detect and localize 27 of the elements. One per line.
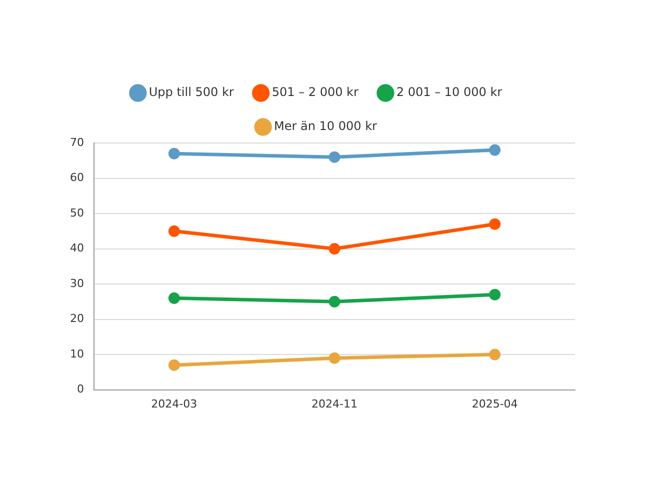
y-tick-label: 0: [76, 382, 84, 396]
legend-label: Upp till 500 kr: [148, 85, 234, 100]
x-tick-label: 2024-11: [312, 397, 358, 410]
y-tick-label: 30: [70, 276, 84, 290]
point: [328, 151, 340, 163]
point: [168, 225, 180, 237]
legend-label: 2 001 – 10 000 kr: [396, 85, 502, 100]
point: [168, 148, 180, 160]
point: [489, 144, 501, 156]
point: [168, 292, 180, 304]
y-tick-label: 10: [70, 347, 84, 360]
legend-label: Mer än 10 000 kr: [274, 119, 378, 134]
x-tick-label: 2025-04: [472, 397, 518, 410]
y-tick-label: 40: [70, 242, 84, 255]
legend-label: 501 – 2 000 kr: [272, 85, 358, 100]
point: [489, 218, 501, 230]
y-tick-label: 50: [70, 206, 84, 220]
y-tick-label: 70: [70, 136, 84, 149]
point: [328, 243, 340, 255]
y-tick-label: 20: [70, 312, 84, 326]
point: [168, 359, 180, 371]
y-tick-label: 60: [70, 171, 84, 184]
point: [328, 296, 340, 308]
x-tick-label: 2024-03: [151, 397, 198, 410]
point: [489, 348, 501, 360]
point: [489, 288, 501, 300]
point: [328, 352, 340, 364]
